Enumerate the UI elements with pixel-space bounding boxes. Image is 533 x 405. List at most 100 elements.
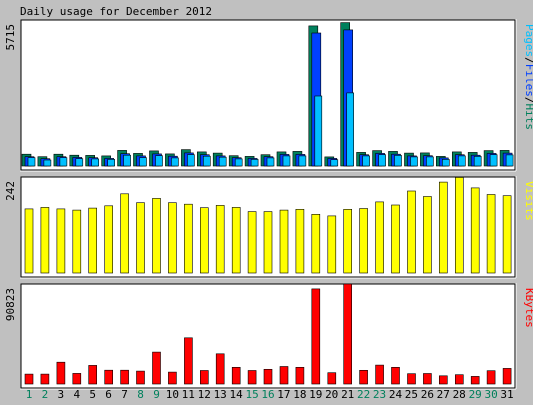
bar-pages-day-25 (410, 156, 418, 167)
bar-visits-day-18 (295, 209, 305, 274)
bar-kbytes-day-14 (231, 366, 241, 385)
bar-pages-day-19 (314, 95, 323, 167)
bar-kbytes-day-23 (375, 364, 384, 385)
bar-kbytes-day-16 (263, 368, 273, 385)
bar-kbytes-day-25 (407, 373, 416, 385)
x-tick-label-day-26: 26 (421, 388, 434, 401)
bar-pages-day-29 (473, 156, 482, 167)
bar-visits-day-14 (231, 207, 241, 274)
x-tick-label-day-8: 8 (137, 388, 144, 401)
x-tick-label-day-18: 18 (293, 388, 306, 401)
bar-pages-day-7 (123, 154, 131, 167)
bar-pages-day-20 (330, 159, 339, 167)
x-tick-label-day-12: 12 (198, 388, 211, 401)
bar-pages-day-23 (378, 154, 386, 167)
pages-files-hits-y-max-label: 5715 (4, 24, 17, 51)
x-tick-label-day-6: 6 (105, 388, 112, 401)
x-tick-label-day-19: 19 (309, 388, 322, 401)
bar-pages-day-5 (91, 158, 99, 167)
bar-pages-day-30 (489, 154, 498, 167)
legend-hits: Hits (523, 104, 533, 131)
bar-kbytes-day-13 (215, 353, 225, 385)
bar-visits-day-30 (486, 194, 496, 274)
x-tick-label-day-29: 29 (469, 388, 482, 401)
legend-kbytes: KBytes (523, 288, 533, 328)
bar-visits-day-6 (104, 205, 113, 274)
pages-files-hits-legend: Pages/Files/Hits (523, 24, 533, 130)
bar-pages-day-12 (203, 155, 211, 167)
bar-kbytes-day-4 (72, 373, 82, 385)
bar-pages-day-10 (171, 157, 179, 167)
bar-pages-day-1 (27, 157, 36, 167)
x-tick-label-day-30: 30 (484, 388, 497, 401)
x-tick-label-day-15: 15 (245, 388, 258, 401)
x-tick-label-day-25: 25 (405, 388, 418, 401)
bar-pages-day-13 (218, 156, 227, 167)
bar-pages-day-15 (250, 159, 259, 167)
bar-pages-day-11 (187, 154, 195, 167)
kbytes-legend: KBytes (523, 288, 533, 328)
bar-kbytes-day-21 (343, 283, 353, 385)
bar-pages-day-21 (346, 92, 355, 167)
bar-pages-day-9 (155, 155, 163, 167)
bar-kbytes-day-27 (438, 375, 448, 385)
bar-kbytes-day-11 (184, 337, 193, 385)
x-tick-label-day-17: 17 (277, 388, 290, 401)
x-tick-label-day-16: 16 (261, 388, 274, 401)
bar-pages-day-2 (43, 159, 52, 167)
bar-visits-day-1 (24, 208, 34, 274)
bar-visits-day-2 (40, 207, 50, 274)
x-tick-label-day-20: 20 (325, 388, 338, 401)
kbytes-y-max-label: 90823 (4, 288, 17, 321)
bar-kbytes-day-8 (136, 370, 145, 385)
bar-kbytes-day-18 (295, 366, 305, 385)
bar-visits-day-11 (184, 203, 193, 274)
x-tick-label-day-4: 4 (73, 388, 80, 401)
bar-visits-day-31 (502, 195, 512, 274)
bar-kbytes-day-2 (40, 373, 50, 385)
bar-visits-day-21 (343, 209, 353, 274)
bar-pages-day-22 (362, 155, 370, 167)
bar-visits-day-5 (88, 207, 97, 274)
bar-kbytes-day-5 (88, 365, 97, 385)
x-tick-label-day-3: 3 (57, 388, 64, 401)
x-tick-label-day-9: 9 (153, 388, 160, 401)
bar-visits-day-29 (470, 187, 480, 274)
bar-visits-day-25 (407, 190, 416, 274)
x-tick-label-day-24: 24 (389, 388, 403, 401)
bar-visits-day-17 (279, 209, 289, 274)
legend-visits: Visits (523, 181, 533, 221)
bar-pages-day-17 (282, 155, 291, 167)
bar-kbytes-day-6 (104, 369, 113, 385)
bar-visits-day-26 (423, 196, 432, 274)
bar-visits-day-16 (263, 211, 273, 274)
bar-visits-day-27 (438, 181, 448, 274)
x-tick-label-day-10: 10 (166, 388, 179, 401)
visits-panel: 242 Visits (4, 176, 533, 279)
pages-files-hits-panel: 5715 Pages/Files/Hits (4, 19, 533, 172)
bar-pages-day-16 (266, 157, 275, 167)
legend-pages: Pages (523, 24, 533, 57)
bar-visits-day-24 (391, 204, 400, 274)
bar-visits-day-8 (136, 202, 145, 274)
legend-files: Files (523, 64, 533, 97)
bar-kbytes-day-7 (120, 369, 129, 385)
bar-visits-day-22 (359, 208, 368, 274)
x-tick-label-day-22: 22 (357, 388, 370, 401)
bar-kbytes-day-28 (454, 374, 464, 385)
pages-files-hits-plot-area (20, 19, 516, 171)
x-tick-label-day-31: 31 (500, 388, 513, 401)
x-tick-label-day-27: 27 (437, 388, 450, 401)
bar-kbytes-day-29 (470, 376, 480, 385)
bar-kbytes-day-10 (168, 371, 177, 385)
x-tick-label-day-14: 14 (229, 388, 243, 401)
bar-visits-day-20 (327, 215, 337, 274)
chart-title: Daily usage for December 2012 (20, 5, 212, 18)
x-tick-label-day-5: 5 (89, 388, 96, 401)
x-tick-label-day-21: 21 (341, 388, 354, 401)
bar-visits-day-10 (168, 202, 177, 274)
bar-pages-day-26 (426, 156, 434, 167)
visits-legend: Visits (523, 181, 533, 221)
